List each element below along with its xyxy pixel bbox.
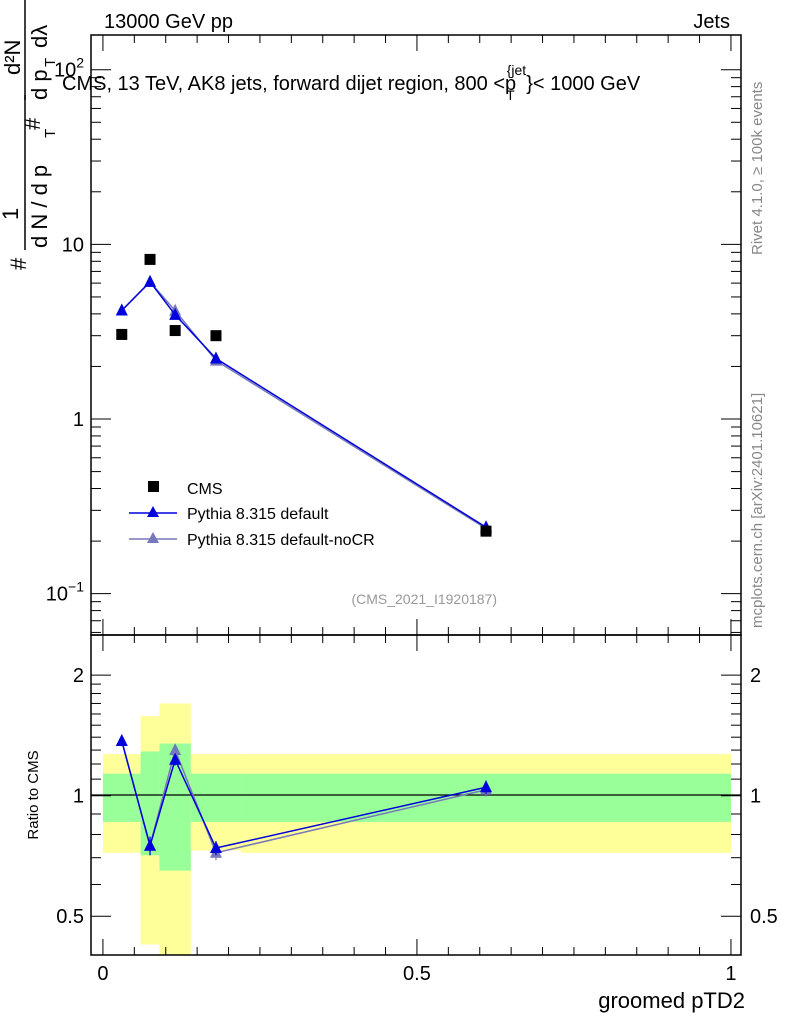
ratio-bands bbox=[102, 703, 731, 955]
main-point-cms bbox=[169, 325, 181, 337]
main-point-cms bbox=[480, 525, 492, 537]
ratio-point-default bbox=[144, 838, 157, 851]
main-y-label: # 1 d N / d p T # d²N d p T dλ bbox=[0, 0, 59, 270]
title-sup: {jet bbox=[507, 62, 527, 78]
ratio-point-nocr bbox=[169, 743, 182, 756]
x-tick-label: 0 bbox=[97, 963, 108, 985]
title-sub: T bbox=[506, 87, 515, 103]
ratio-y-label: Ratio to CMS bbox=[25, 750, 42, 839]
ratio-point-default bbox=[169, 752, 182, 765]
svg-text:dλ: dλ bbox=[27, 25, 52, 48]
stat-uncertainty-band bbox=[102, 773, 141, 822]
ratio-point-default bbox=[115, 733, 128, 746]
y-tick-label: 1 bbox=[73, 409, 84, 431]
legend-default-label: Pythia 8.315 default bbox=[187, 506, 329, 523]
x-tick-label: 0.5 bbox=[403, 963, 431, 985]
svg-text:T: T bbox=[42, 129, 59, 138]
legend-nocr-label: Pythia 8.315 default-noCR bbox=[187, 532, 375, 549]
main-point-default bbox=[115, 303, 128, 316]
ratio-y-tick-label-right: 2 bbox=[750, 665, 761, 687]
header-left: 13000 GeV pp bbox=[104, 11, 233, 33]
svg-text:d N / d p: d N / d p bbox=[27, 165, 52, 248]
stat-uncertainty-band bbox=[190, 773, 242, 822]
axis-ticks: 0 0.5 1 10−1 1 10 102 0.5 0.5 1 1 2 2 bbox=[46, 35, 778, 985]
ratio-y-tick-label-right: 1 bbox=[750, 786, 761, 808]
ratio-y-tick-label: 0.5 bbox=[56, 906, 84, 928]
ratio-y-tick-label: 1 bbox=[73, 786, 84, 808]
main-point-cms bbox=[210, 330, 222, 342]
svg-text:1: 1 bbox=[0, 208, 23, 220]
ratio-y-tick-label: 2 bbox=[73, 665, 84, 687]
svg-text:T: T bbox=[42, 58, 59, 67]
legend-nocr-marker bbox=[147, 532, 159, 543]
mcplots-label: mcplots.cern.ch [arXiv:2401.10621] bbox=[749, 393, 766, 628]
title-main: CMS, 13 TeV, AK8 jets, forward dijet reg… bbox=[62, 73, 516, 95]
main-title: CMS, 13 TeV, AK8 jets, forward dijet reg… bbox=[62, 62, 641, 103]
legend-cms-marker bbox=[148, 481, 159, 492]
title-end: }< 1000 GeV bbox=[526, 73, 641, 95]
main-point-default bbox=[169, 307, 182, 320]
header-right: Jets bbox=[693, 11, 730, 33]
svg-text:d p: d p bbox=[27, 69, 52, 100]
main-point-default bbox=[209, 351, 222, 364]
rivet-label: Rivet 4.1.0, ≥ 100k events bbox=[749, 82, 766, 255]
main-point-cms bbox=[144, 253, 156, 265]
svg-text:#: # bbox=[6, 257, 31, 270]
y-tick-label: 10−1 bbox=[46, 579, 84, 606]
main-point-cms bbox=[116, 328, 128, 340]
y-tick-label: 10 bbox=[62, 234, 84, 256]
x-axis-label: groomed pTD2 bbox=[598, 988, 745, 1013]
watermark: (CMS_2021_I1920187) bbox=[351, 591, 497, 607]
svg-text:#: # bbox=[20, 117, 45, 130]
legend-default-marker bbox=[147, 506, 159, 517]
main-point-default bbox=[144, 274, 157, 287]
ratio-frame bbox=[90, 634, 742, 956]
legend-cms-label: CMS bbox=[187, 481, 223, 498]
ratio-point-default bbox=[480, 780, 493, 793]
svg-text:d²N: d²N bbox=[0, 40, 25, 75]
ratio-y-tick-label-right: 0.5 bbox=[750, 906, 778, 928]
data-marks bbox=[115, 253, 493, 861]
ratio-point-default bbox=[209, 841, 222, 854]
y-tick-label: 102 bbox=[54, 55, 84, 82]
x-tick-label: 1 bbox=[725, 963, 736, 985]
legend: CMS Pythia 8.315 default Pythia 8.315 de… bbox=[129, 481, 375, 549]
